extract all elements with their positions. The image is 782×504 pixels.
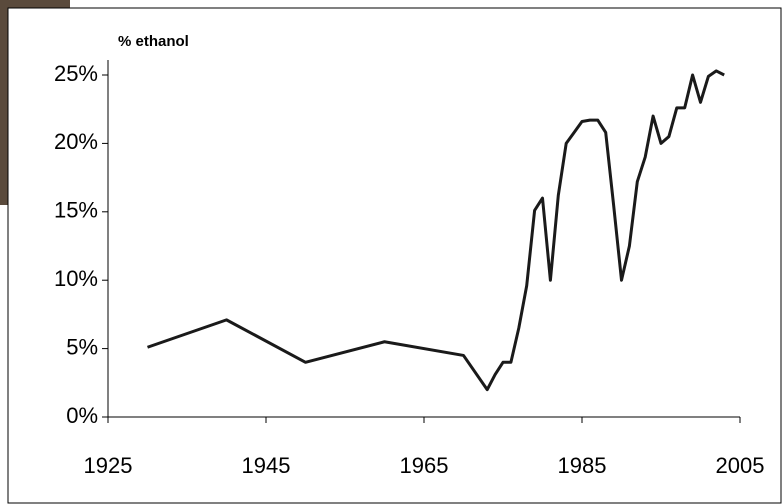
- y-tick-label: 20%: [54, 129, 98, 154]
- x-tick-label: 1985: [558, 453, 607, 478]
- x-tick-label: 1965: [400, 453, 449, 478]
- x-tick-label: 1925: [84, 453, 133, 478]
- y-tick-label: 10%: [54, 266, 98, 291]
- y-tick-label: 25%: [54, 61, 98, 86]
- frame: [7, 7, 782, 504]
- y-axis-title: % ethanol: [118, 33, 189, 50]
- y-tick-label: 0%: [66, 403, 98, 428]
- y-tick-label: 15%: [54, 198, 98, 223]
- data-line: [147, 69, 725, 392]
- x-tick-label: 2005: [716, 453, 765, 478]
- x-tick-label: 1945: [242, 453, 291, 478]
- y-tick-label: 5%: [66, 334, 98, 359]
